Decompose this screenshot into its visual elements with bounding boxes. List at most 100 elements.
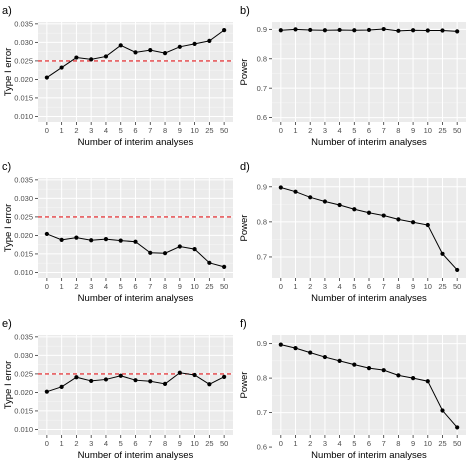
x-tick-label: 7 (382, 126, 386, 135)
panel-label: c) (2, 161, 11, 173)
data-point (162, 251, 168, 256)
y-axis-title: Type I error (3, 361, 14, 410)
y-tick-label: 0.035 (14, 19, 33, 28)
data-point (278, 185, 283, 190)
x-tick-label: 9 (178, 282, 182, 291)
x-tick-label: 6 (367, 126, 371, 135)
data-point (222, 28, 227, 33)
x-tick-label: 6 (367, 439, 371, 448)
data-point (337, 202, 342, 208)
x-tick-label: 5 (119, 126, 123, 135)
y-tick-label: 0.9 (257, 182, 267, 191)
data-point (148, 250, 153, 255)
x-tick-label: 4 (104, 282, 108, 291)
panel-label: a) (2, 5, 12, 17)
data-point (74, 375, 79, 380)
y-tick-label: 0.8 (257, 54, 267, 63)
x-tick-label: 9 (178, 439, 182, 448)
y-tick-label: 0.025 (14, 369, 33, 378)
x-tick-label: 50 (220, 282, 228, 291)
x-tick-label: 3 (89, 439, 93, 448)
data-point (396, 28, 401, 33)
data-point (381, 368, 386, 373)
data-point (278, 28, 283, 33)
data-point (337, 358, 342, 363)
x-tick-label: 3 (323, 126, 327, 135)
y-tick-label: 0.010 (14, 268, 33, 277)
x-tick-label: 0 (45, 439, 49, 448)
x-tick-label: 6 (133, 439, 137, 448)
x-tick-label: 25 (438, 439, 446, 448)
panel-6: 0.6 0.7 0.8 0.9 0 1 2 3 4 5 6 7 8 9 10 25 50 f) Number of … (239, 318, 466, 461)
data-point (381, 213, 386, 218)
y-axis-title: Power (239, 59, 250, 86)
x-tick-label: 8 (396, 439, 400, 448)
x-tick-label: 9 (411, 126, 415, 135)
x-tick-label: 9 (178, 126, 182, 135)
x-tick-label: 7 (382, 439, 386, 448)
x-tick-label: 7 (382, 282, 386, 291)
panel-label: d) (240, 161, 250, 173)
x-axis-title: Number of interim analyses (311, 293, 427, 304)
data-point (133, 239, 138, 244)
x-tick-label: 50 (453, 439, 461, 448)
y-tick-label: 0.030 (14, 351, 33, 360)
x-tick-label: 25 (205, 439, 213, 448)
x-tick-label: 2 (308, 282, 312, 291)
data-point (278, 342, 283, 347)
y-tick-label: 0.015 (14, 407, 33, 416)
data-point (89, 378, 94, 384)
x-tick-label: 50 (220, 439, 228, 448)
data-point (222, 264, 227, 269)
x-tick-label: 0 (279, 439, 283, 448)
x-tick-label: 4 (338, 282, 342, 291)
data-point (44, 75, 49, 80)
x-tick-label: 7 (148, 282, 152, 291)
x-tick-label: 4 (104, 439, 108, 448)
data-point (177, 370, 182, 375)
data-point (192, 41, 197, 46)
x-tick-label: 8 (163, 439, 167, 448)
y-tick-label: 0.015 (14, 94, 33, 103)
x-tick-label: 10 (190, 282, 198, 291)
data-point (293, 189, 298, 194)
x-tick-label: 7 (148, 126, 152, 135)
data-point (103, 54, 109, 59)
x-tick-label: 2 (74, 126, 78, 135)
y-axis-title: Power (239, 215, 250, 242)
x-tick-label: 2 (308, 126, 312, 135)
data-point (133, 50, 138, 55)
data-point (44, 389, 49, 394)
data-point (352, 207, 357, 212)
data-point (133, 378, 138, 383)
data-point (44, 231, 49, 237)
panel-1: 0.010 0.015 0.020 0.025 0.030 0.035 0 1 2 3 4 5 6 7 8 9… (2, 5, 233, 148)
data-point (440, 28, 445, 33)
data-point (74, 235, 79, 240)
y-tick-label: 0.6 (257, 443, 267, 452)
data-point (74, 55, 79, 60)
data-point (177, 44, 182, 49)
y-tick-label: 0.7 (257, 253, 267, 262)
data-point (148, 48, 153, 53)
x-tick-label: 2 (74, 439, 78, 448)
x-tick-label: 1 (60, 439, 64, 448)
data-point (103, 237, 109, 242)
data-point (455, 425, 460, 430)
y-tick-label: 0.030 (14, 194, 33, 203)
x-tick-label: 4 (338, 126, 342, 135)
x-tick-label: 10 (190, 439, 198, 448)
data-point (59, 65, 64, 70)
data-point (366, 366, 372, 371)
panel-label: e) (2, 318, 12, 330)
data-point (396, 217, 401, 222)
x-tick-label: 10 (424, 282, 432, 291)
data-point (337, 27, 342, 33)
x-tick-label: 9 (411, 282, 415, 291)
data-point (396, 373, 401, 378)
panel-label: f) (240, 318, 247, 330)
x-tick-label: 5 (352, 439, 356, 448)
data-point (322, 199, 328, 204)
x-tick-label: 6 (133, 282, 137, 291)
x-tick-label: 1 (293, 126, 297, 135)
